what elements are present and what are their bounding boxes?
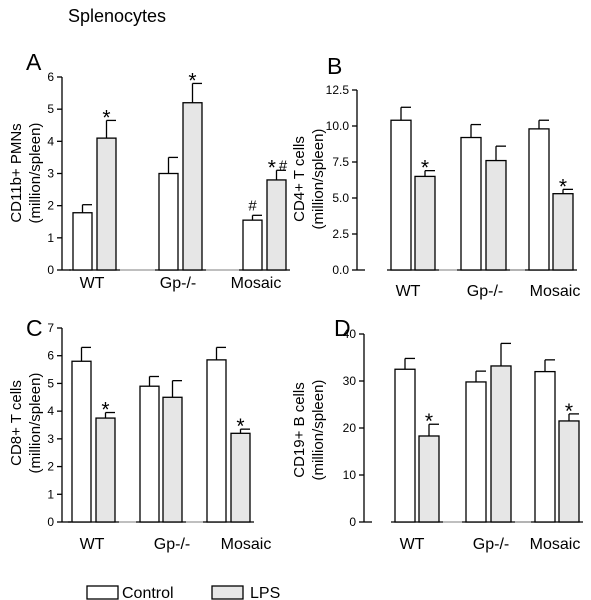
y-axis-label-d-line2: (million/spleen) bbox=[310, 380, 327, 481]
panel-letter-c: C bbox=[26, 315, 43, 341]
significance-marker-a: * # bbox=[268, 156, 288, 179]
y-tick-label-c: 6 bbox=[47, 349, 54, 363]
y-tick-label-a: 3 bbox=[47, 167, 54, 181]
bar-a-lps-1 bbox=[182, 102, 203, 271]
significance-marker-b: * bbox=[421, 157, 429, 180]
y-tick-label-b: 0.0 bbox=[332, 263, 349, 277]
x-tick-label-a: Gp-/- bbox=[160, 275, 196, 292]
y-tick-label-d: 0 bbox=[349, 515, 356, 529]
significance-marker-a: # bbox=[248, 197, 257, 214]
y-tick-label-d: 40 bbox=[343, 327, 357, 341]
bar-d-control-1 bbox=[465, 381, 487, 523]
bar-b-lps-0 bbox=[414, 175, 436, 271]
bar-c-control-2 bbox=[206, 359, 227, 523]
bar-a-lps-0 bbox=[96, 137, 117, 271]
y-tick-label-c: 4 bbox=[47, 404, 54, 418]
y-tick-label-c: 5 bbox=[47, 376, 54, 390]
x-tick-label-c: WT bbox=[80, 536, 105, 553]
bar-d-control-2 bbox=[534, 370, 556, 523]
y-tick-label-b: 12.5 bbox=[326, 83, 350, 97]
bar-c-lps-1 bbox=[162, 396, 183, 523]
figure-title: Splenocytes bbox=[68, 6, 166, 26]
y-axis-label-c-line2: (million/spleen) bbox=[27, 373, 44, 474]
panel-letter-a: A bbox=[26, 49, 42, 75]
bar-c-lps-0 bbox=[95, 417, 116, 523]
bar-b-control-0 bbox=[390, 119, 412, 271]
x-tick-label-c: Gp-/- bbox=[154, 536, 190, 553]
bar-d-lps-0 bbox=[418, 435, 440, 523]
y-tick-label-c: 1 bbox=[47, 487, 54, 501]
bar-a-control-1 bbox=[158, 172, 179, 271]
bar-a-control-2 bbox=[242, 219, 263, 271]
x-tick-label-c: Mosaic bbox=[221, 536, 272, 553]
bar-d-control-0 bbox=[394, 368, 416, 523]
y-tick-label-a: 0 bbox=[47, 263, 54, 277]
y-tick-label-b: 2.5 bbox=[332, 227, 349, 241]
legend-swatch-lps bbox=[211, 585, 244, 600]
bar-d-lps-1 bbox=[490, 365, 512, 523]
significance-marker-c: * bbox=[236, 415, 244, 438]
x-tick-label-d: WT bbox=[400, 536, 425, 553]
bar-b-control-1 bbox=[460, 136, 482, 271]
y-tick-label-c: 0 bbox=[47, 515, 54, 529]
y-tick-label-d: 30 bbox=[343, 374, 357, 388]
bar-b-lps-2 bbox=[552, 193, 574, 271]
x-tick-label-d: Mosaic bbox=[530, 536, 581, 553]
bar-d-lps-2 bbox=[558, 420, 580, 523]
significance-marker-a: * bbox=[102, 106, 110, 129]
x-tick-label-b: Gp-/- bbox=[467, 283, 503, 300]
bar-b-control-2 bbox=[528, 128, 550, 271]
significance-marker-d: * bbox=[565, 400, 573, 423]
significance-marker-c: * bbox=[101, 399, 109, 422]
bar-a-control-0 bbox=[72, 212, 93, 271]
bar-c-control-1 bbox=[139, 385, 160, 523]
y-tick-label-b: 7.5 bbox=[332, 155, 349, 169]
y-tick-label-c: 7 bbox=[47, 321, 54, 335]
y-tick-label-c: 3 bbox=[47, 432, 54, 446]
legend-label-lps: LPS bbox=[250, 585, 280, 600]
bar-c-control-0 bbox=[71, 360, 92, 523]
bar-c-lps-2 bbox=[230, 432, 251, 523]
y-tick-label-d: 10 bbox=[343, 468, 357, 482]
y-tick-label-b: 5.0 bbox=[332, 191, 349, 205]
legend-label-control: Control bbox=[122, 585, 174, 600]
x-tick-label-a: WT bbox=[80, 275, 105, 292]
panel-b: B CD4+ T cells (million/spleen) 0.0 2.5 5.0 7.… bbox=[291, 53, 580, 300]
y-tick-label-a: 1 bbox=[47, 231, 54, 245]
significance-marker-a: * bbox=[188, 69, 196, 92]
legend: Control LPS bbox=[86, 585, 280, 600]
panel-c: C CD8+ T cells (million/spleen) 0 1 2 3 4 5 6 7 * * W… bbox=[8, 315, 271, 553]
y-axis-label-a-line1: CD11b+ PMNs bbox=[8, 123, 25, 222]
y-axis-label-d-line1: CD19+ B cells bbox=[291, 382, 308, 477]
y-axis-label-b-line2: (million/spleen) bbox=[310, 129, 327, 230]
bar-a-lps-2 bbox=[266, 179, 287, 271]
y-tick-label-a: 4 bbox=[47, 134, 54, 148]
panel-letter-b: B bbox=[327, 53, 342, 79]
y-axis-label-b-line1: CD4+ T cells bbox=[291, 136, 308, 222]
x-tick-label-a: Mosaic bbox=[231, 275, 282, 292]
y-axis-label-a-line2: (million/spleen) bbox=[27, 123, 44, 224]
y-tick-label-a: 2 bbox=[47, 199, 54, 213]
y-tick-label-b: 10.0 bbox=[326, 119, 350, 133]
y-axis-label-c-line1: CD8+ T cells bbox=[8, 380, 25, 466]
x-tick-label-b: WT bbox=[396, 283, 421, 300]
y-tick-label-a: 6 bbox=[47, 70, 54, 84]
panel-d: D CD19+ B cells (million/spleen) 0 10 20 30 40 *… bbox=[291, 315, 583, 553]
legend-swatch-control bbox=[86, 585, 119, 600]
y-tick-label-d: 20 bbox=[343, 421, 357, 435]
bar-b-lps-1 bbox=[485, 159, 507, 271]
x-tick-label-b: Mosaic bbox=[530, 283, 581, 300]
significance-marker-b: * bbox=[559, 175, 567, 198]
x-tick-label-d: Gp-/- bbox=[473, 536, 509, 553]
y-tick-label-a: 5 bbox=[47, 102, 54, 116]
panel-letter-d: D bbox=[334, 315, 351, 341]
y-tick-label-c: 2 bbox=[47, 460, 54, 474]
significance-marker-d: * bbox=[425, 410, 433, 433]
